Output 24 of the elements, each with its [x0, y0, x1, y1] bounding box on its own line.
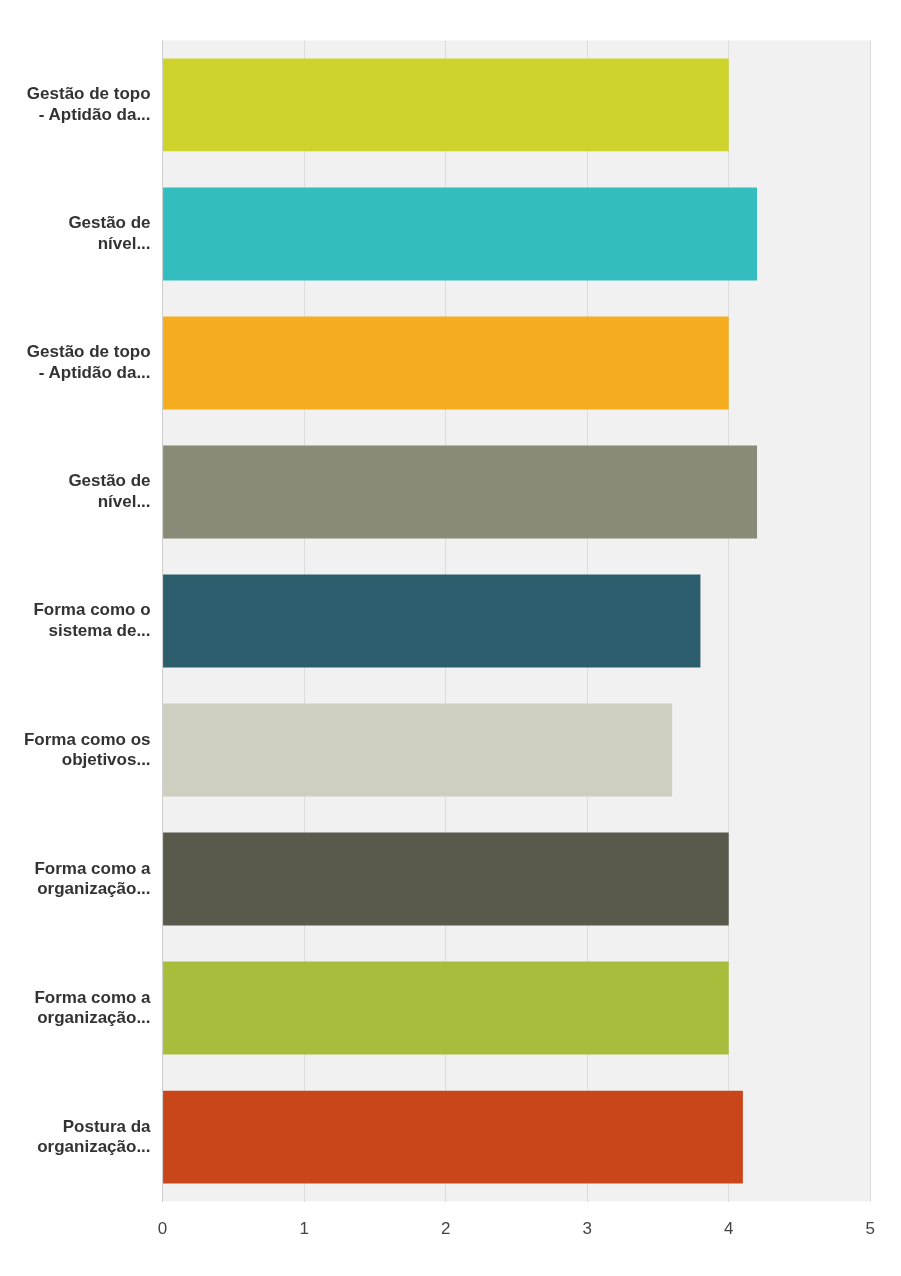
x-tick-label: 5: [865, 1219, 876, 1239]
x-tick-label: 3: [582, 1219, 592, 1239]
y-tick-label: Postura da organização...: [37, 1116, 152, 1156]
y-tick-label: Forma como o sistema de...: [33, 600, 151, 640]
bar: [163, 445, 758, 539]
bar: [163, 574, 701, 668]
y-tick-label: Gestão de nível...: [68, 213, 151, 253]
y-tick-label: Gestão de nível...: [68, 471, 151, 511]
x-tick-label: 2: [440, 1219, 451, 1239]
bar: [163, 832, 729, 926]
y-tick-label: Forma como os objetivos...: [23, 729, 151, 769]
x-tick-label: 0: [157, 1219, 168, 1239]
bar: [163, 187, 758, 281]
bar: [163, 1090, 743, 1184]
y-tick-label: Forma como a organização...: [34, 987, 152, 1027]
x-tick-label: 1: [299, 1219, 309, 1239]
y-tick-label: Forma como a organização...: [34, 858, 152, 898]
y-tick-label: Gestão de topo - Aptidão da...: [26, 84, 151, 124]
bar: [163, 316, 729, 410]
bar: [163, 58, 729, 152]
x-tick-label: 4: [724, 1219, 734, 1239]
bar: [163, 961, 729, 1055]
bar: [163, 703, 673, 797]
y-tick-label: Gestão de topo - Aptidão da...: [26, 342, 151, 382]
